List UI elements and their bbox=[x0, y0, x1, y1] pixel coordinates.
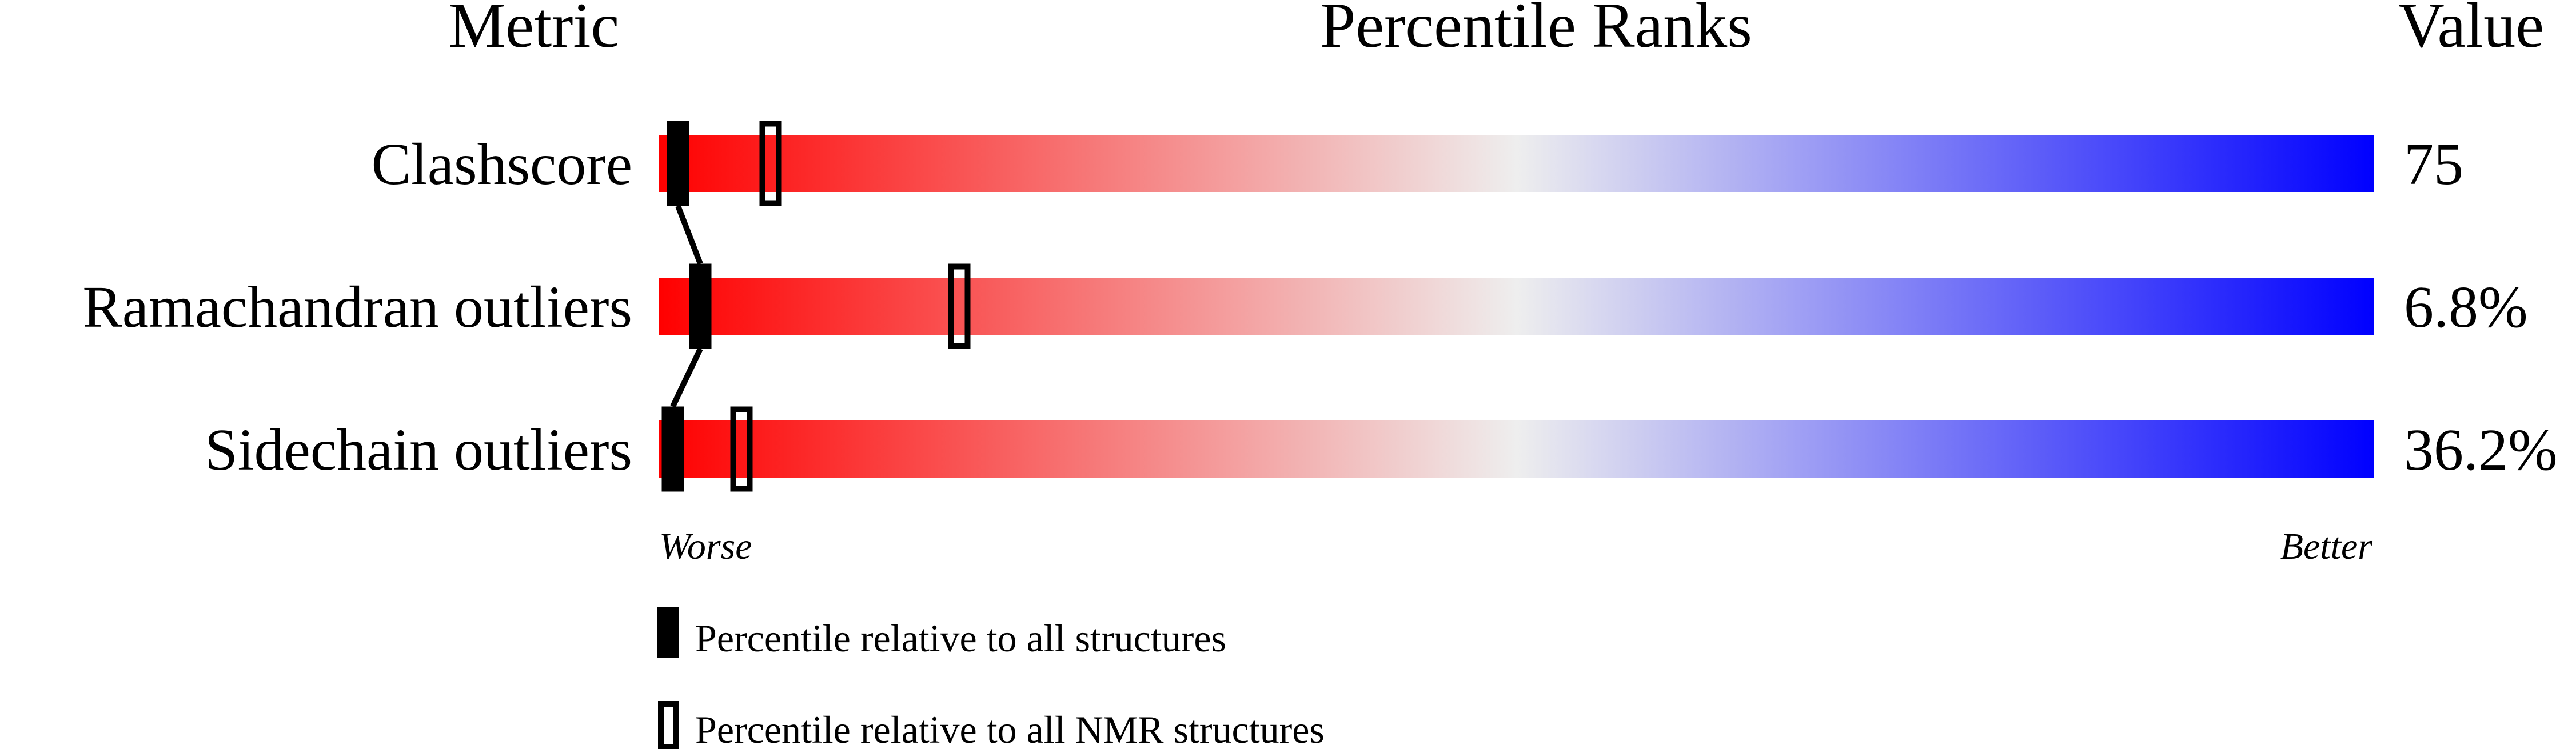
metric-label: Ramachandran outliers bbox=[82, 274, 632, 340]
legend-nmr-marker bbox=[658, 701, 679, 749]
axis-better-label: Better bbox=[2280, 526, 2373, 567]
marker-percentile-nmr bbox=[759, 121, 782, 206]
legend-all-marker bbox=[657, 607, 679, 658]
marker-percentile-all bbox=[667, 121, 689, 206]
percentile-connector-line bbox=[675, 205, 703, 265]
metric-value: 6.8% bbox=[2404, 274, 2528, 340]
metric-label: Clashscore bbox=[372, 131, 632, 197]
marker-percentile-all bbox=[689, 263, 712, 349]
metric-value: 36.2% bbox=[2404, 417, 2558, 483]
axis-worse-label: Worse bbox=[659, 526, 752, 567]
percentile-bar bbox=[659, 420, 2374, 478]
percentile-bar bbox=[659, 278, 2374, 335]
metric-label: Sidechain outliers bbox=[205, 417, 632, 483]
legend-nmr-label: Percentile relative to all NMR structure… bbox=[695, 708, 1325, 749]
header-percentile-ranks: Percentile Ranks bbox=[1320, 0, 1752, 61]
legend-all-label: Percentile relative to all structures bbox=[695, 616, 1226, 660]
header-metric: Metric bbox=[449, 0, 620, 61]
percentile-connector-line bbox=[670, 347, 703, 408]
marker-percentile-all bbox=[661, 406, 684, 492]
header-value: Value bbox=[2398, 0, 2544, 61]
marker-percentile-nmr bbox=[948, 263, 971, 349]
percentile-bar bbox=[659, 135, 2374, 192]
marker-percentile-nmr bbox=[730, 406, 753, 492]
metric-value: 75 bbox=[2404, 131, 2463, 197]
